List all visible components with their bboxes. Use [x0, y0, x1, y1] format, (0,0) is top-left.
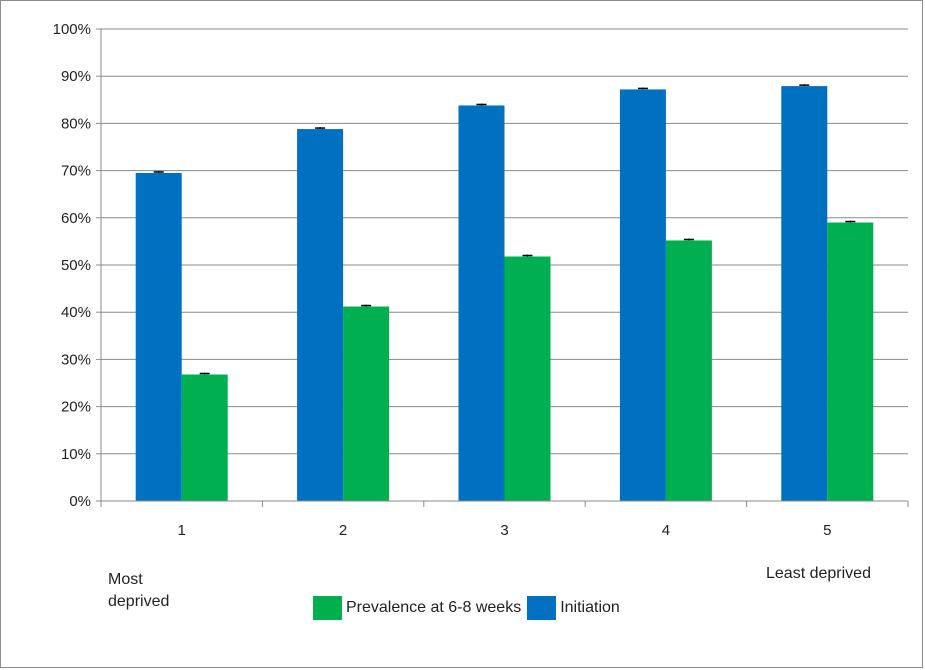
legend-swatch-prevalence [313, 596, 342, 620]
bar [458, 105, 505, 502]
y-tick-label: 80% [61, 115, 91, 132]
bar [665, 240, 712, 501]
x-tick-label: 5 [823, 522, 831, 539]
bar [297, 129, 344, 501]
y-tick-label: 20% [61, 399, 91, 416]
x-tick-label: 4 [662, 522, 670, 539]
legend: Prevalence at 6-8 weeks Initiation [313, 596, 626, 620]
bar [781, 86, 828, 501]
y-tick-labels: 0% 10% 20% 30% 40% 50% 60% 70% 80% 90% 100% [53, 21, 91, 510]
bar [181, 374, 228, 501]
bar [135, 172, 182, 501]
x-tick-label: 2 [339, 522, 347, 539]
y-tick-label: 90% [61, 68, 91, 85]
x-tick-label: 3 [500, 522, 508, 539]
y-tick-label: 60% [61, 210, 91, 227]
bar [827, 222, 874, 501]
x-tick-labels: 1 2 3 4 5 [178, 522, 832, 539]
annotation-least-deprived: Least deprived [766, 565, 871, 582]
axes [96, 28, 909, 507]
gridlines [101, 28, 908, 455]
legend-swatch-initiation [527, 596, 557, 620]
y-tick-label: 10% [61, 446, 91, 463]
bar [343, 306, 390, 501]
legend-item-initiation: Initiation [527, 596, 620, 620]
y-tick-label: 40% [61, 304, 91, 321]
y-tick-label: 100% [53, 21, 91, 38]
y-tick-label: 50% [61, 257, 91, 274]
bars [135, 84, 874, 502]
legend-item-prevalence: Prevalence at 6-8 weeks [313, 596, 521, 620]
bar [504, 256, 551, 501]
y-tick-label: 30% [61, 351, 91, 368]
legend-label-initiation: Initiation [560, 599, 620, 616]
y-tick-label: 0% [69, 493, 91, 510]
annotation-most-deprived: Most deprived [108, 571, 170, 610]
x-tick-label: 1 [178, 522, 186, 539]
y-tick-label: 70% [61, 163, 91, 180]
legend-label-prevalence: Prevalence at 6-8 weeks [346, 599, 522, 616]
bar [619, 89, 666, 501]
